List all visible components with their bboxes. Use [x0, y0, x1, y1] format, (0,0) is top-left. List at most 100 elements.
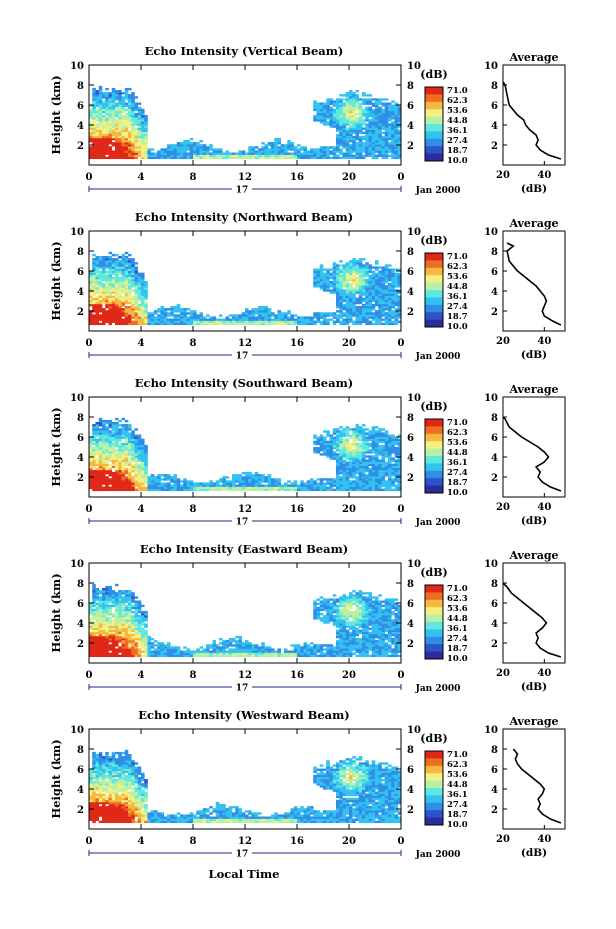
heatmap-cell: [111, 320, 116, 323]
heatmap-cell: [391, 287, 395, 290]
heatmap-cell: [105, 108, 109, 112]
heatmap-cell: [193, 482, 197, 485]
heatmap-cell: [319, 115, 324, 118]
heatmap-cell: [102, 652, 106, 655]
heatmap-cell: [336, 146, 340, 149]
heatmap-cell: [150, 486, 155, 489]
heatmap-cell: [391, 129, 395, 132]
heatmap-cell: [378, 447, 382, 450]
heatmap-cell: [293, 156, 298, 160]
heatmap-cell: [388, 137, 392, 141]
heatmap-cell: [271, 154, 275, 157]
heatmap-cell: [89, 140, 93, 143]
heatmap-cell: [349, 274, 353, 278]
heatmap-cell: [326, 278, 330, 282]
heatmap-cell: [137, 476, 142, 479]
heatmap-cell: [141, 156, 145, 160]
heatmap-cell: [141, 320, 145, 323]
heatmap-cell: [316, 270, 321, 273]
heatmap-cell: [196, 156, 200, 160]
profile-y-tick-label: 6: [491, 433, 498, 444]
heatmap-cell: [349, 310, 353, 313]
heatmap-cell: [342, 440, 347, 444]
heatmap-cell: [89, 461, 93, 464]
heatmap-cell: [186, 486, 191, 489]
heatmap-cell: [316, 438, 321, 442]
heatmap-cell: [397, 457, 402, 460]
heatmap-cell: [232, 320, 236, 323]
heatmap-cell: [124, 312, 129, 315]
heatmap-cell: [102, 322, 106, 326]
heatmap-cell: [95, 92, 100, 95]
heatmap-cell: [342, 123, 347, 126]
heatmap-cell: [121, 256, 126, 259]
heatmap-cell: [102, 457, 106, 460]
heatmap-cell: [95, 598, 100, 601]
heatmap-cell: [235, 484, 239, 487]
heatmap-cell: [358, 459, 363, 462]
heatmap-cell: [375, 459, 379, 462]
heatmap-cell: [261, 142, 265, 145]
heatmap-cell: [381, 461, 386, 464]
heatmap-cell: [358, 152, 363, 155]
heatmap-cell: [388, 115, 392, 118]
heatmap-cell: [92, 94, 96, 97]
heatmap-cell: [108, 654, 113, 658]
heatmap-cell: [95, 142, 100, 145]
heatmap-cell: [115, 295, 119, 298]
heatmap-cell: [92, 121, 96, 124]
heatmap-cell: [371, 457, 376, 460]
heatmap-cell: [186, 488, 191, 492]
heatmap-cell: [365, 100, 369, 103]
heatmap-cell: [339, 278, 343, 282]
heatmap-cell: [121, 104, 126, 107]
heatmap-cell: [108, 474, 113, 477]
heatmap-cell: [95, 110, 100, 114]
heatmap-cell: [300, 480, 304, 483]
heatmap-cell: [381, 144, 386, 147]
heatmap-cell: [303, 148, 308, 151]
heatmap-cell: [108, 590, 113, 593]
heatmap-cell: [128, 258, 132, 261]
heatmap-cell: [391, 110, 395, 114]
heatmap-cell: [95, 270, 100, 273]
heatmap-cell: [332, 438, 337, 442]
heatmap-cell: [173, 478, 178, 481]
heatmap-cell: [323, 478, 327, 481]
heatmap-cell: [258, 316, 262, 319]
heatmap-cell: [102, 121, 106, 124]
heatmap-cell: [388, 314, 392, 317]
heatmap-cell: [92, 314, 96, 317]
heatmap-cell: [111, 87, 116, 91]
heatmap-cell: [349, 308, 353, 311]
heatmap-cell: [326, 115, 330, 118]
heatmap-cell: [332, 484, 337, 487]
heatmap-cell: [384, 150, 389, 153]
heatmap-cell: [336, 295, 340, 298]
heatmap-cell: [115, 312, 119, 315]
heatmap-cell: [352, 438, 356, 442]
heatmap-cell: [121, 119, 126, 122]
heatmap-cell: [358, 488, 363, 492]
heatmap-cell: [313, 148, 317, 151]
heatmap-cell: [336, 264, 340, 267]
heatmap-cell: [128, 306, 132, 309]
heatmap-cell: [98, 610, 103, 614]
heatmap-cell: [137, 278, 142, 282]
heatmap-cell: [336, 119, 340, 122]
heatmap-cell: [345, 102, 350, 105]
heatmap-cell: [352, 262, 356, 265]
heatmap-cell: [355, 266, 360, 269]
heatmap-cell: [384, 299, 389, 303]
heatmap-cell: [137, 144, 142, 147]
heatmap-cell: [144, 303, 148, 307]
heatmap-cell: [293, 484, 298, 487]
heatmap-cell: [111, 123, 116, 126]
heatmap-cell: [150, 154, 155, 157]
heatmap-cell: [303, 318, 308, 321]
heatmap-cell: [186, 154, 191, 157]
heatmap-cell: [339, 459, 343, 462]
heatmap-cell: [336, 133, 340, 137]
heatmap-cell: [167, 478, 171, 481]
heatmap-cell: [118, 142, 122, 145]
